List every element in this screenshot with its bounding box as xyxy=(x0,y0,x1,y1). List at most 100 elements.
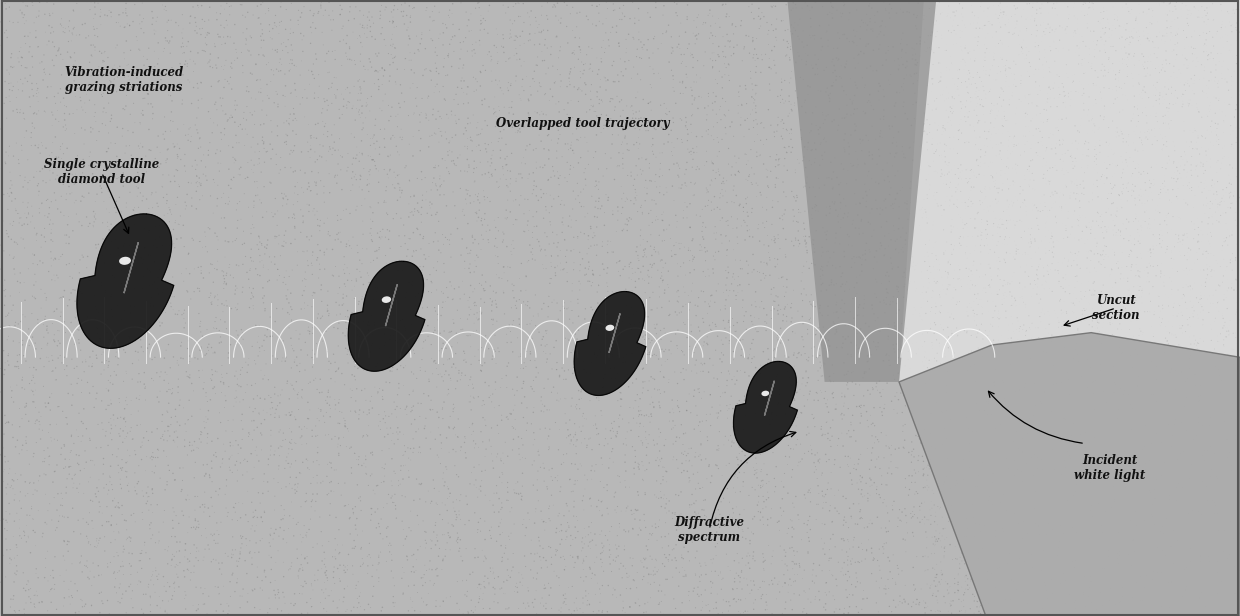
Point xyxy=(1071,407,1091,416)
Point xyxy=(662,555,682,565)
Point xyxy=(708,246,728,256)
Point xyxy=(657,574,677,584)
Point xyxy=(399,453,419,463)
Point xyxy=(1053,368,1073,378)
Point xyxy=(1125,49,1145,59)
Point xyxy=(970,495,990,505)
Point xyxy=(433,338,453,348)
Point xyxy=(832,9,852,18)
Point xyxy=(1117,285,1137,295)
Point xyxy=(5,607,25,616)
Point xyxy=(684,148,704,158)
Point xyxy=(88,541,108,551)
Point xyxy=(1207,497,1226,507)
Point xyxy=(141,293,161,302)
Point xyxy=(95,320,115,330)
Point xyxy=(931,557,951,567)
Point xyxy=(1018,223,1038,233)
Point xyxy=(451,83,471,93)
Point xyxy=(614,71,634,81)
Point xyxy=(394,19,414,29)
Point xyxy=(1014,351,1034,360)
Point xyxy=(698,195,718,205)
Point xyxy=(487,30,507,39)
Point xyxy=(1128,216,1148,226)
Point xyxy=(46,254,66,264)
Point xyxy=(1120,381,1140,391)
Point xyxy=(429,124,449,134)
Point xyxy=(314,411,334,421)
Point xyxy=(308,155,327,164)
Point xyxy=(196,469,216,479)
Point xyxy=(815,115,835,124)
Point xyxy=(569,113,589,123)
Point xyxy=(1156,132,1176,142)
Point xyxy=(572,394,591,403)
Point xyxy=(921,455,941,465)
Point xyxy=(512,495,532,505)
Point xyxy=(1039,94,1059,104)
Point xyxy=(991,89,1011,99)
Point xyxy=(1019,161,1039,171)
Point xyxy=(72,179,92,188)
Point xyxy=(218,508,238,517)
Point xyxy=(368,559,388,569)
Point xyxy=(284,167,304,177)
Point xyxy=(1226,492,1240,502)
Point xyxy=(1198,444,1218,453)
Point xyxy=(738,208,758,217)
Point xyxy=(401,309,420,319)
Point xyxy=(920,325,940,335)
Point xyxy=(671,59,691,68)
Point xyxy=(110,424,130,434)
Point xyxy=(837,100,857,110)
Point xyxy=(348,95,368,105)
Point xyxy=(658,378,678,387)
Point xyxy=(1110,241,1130,251)
Point xyxy=(72,288,92,298)
Point xyxy=(166,18,186,28)
Point xyxy=(141,190,161,200)
Point xyxy=(961,346,981,356)
Point xyxy=(341,463,361,472)
Point xyxy=(1209,438,1229,448)
Point xyxy=(923,144,942,154)
Point xyxy=(227,374,247,384)
Point xyxy=(136,590,156,599)
Point xyxy=(398,245,418,254)
Point xyxy=(758,469,777,479)
Point xyxy=(21,217,41,227)
Point xyxy=(954,475,973,485)
Point xyxy=(1063,529,1083,539)
Point xyxy=(1131,596,1151,606)
Point xyxy=(1054,582,1074,591)
Point xyxy=(273,201,293,211)
Point xyxy=(870,203,890,213)
Point xyxy=(818,478,838,488)
Point xyxy=(742,92,761,102)
Point xyxy=(420,427,440,437)
Point xyxy=(723,585,743,594)
Point xyxy=(1106,210,1126,220)
Point xyxy=(691,359,711,368)
Point xyxy=(64,198,84,208)
Point xyxy=(114,345,134,355)
Point xyxy=(1018,399,1038,408)
Point xyxy=(285,355,305,365)
Point xyxy=(35,398,55,408)
Point xyxy=(389,231,409,241)
Point xyxy=(149,591,169,601)
Point xyxy=(702,566,722,576)
Point xyxy=(1128,163,1148,172)
Point xyxy=(1230,565,1240,575)
Point xyxy=(528,23,548,33)
Point xyxy=(1116,482,1136,492)
Point xyxy=(909,467,929,477)
Point xyxy=(1200,185,1220,195)
Point xyxy=(908,169,928,179)
Point xyxy=(796,178,816,188)
Point xyxy=(870,244,890,254)
Point xyxy=(923,74,942,84)
Point xyxy=(838,240,858,250)
Point xyxy=(766,594,786,604)
